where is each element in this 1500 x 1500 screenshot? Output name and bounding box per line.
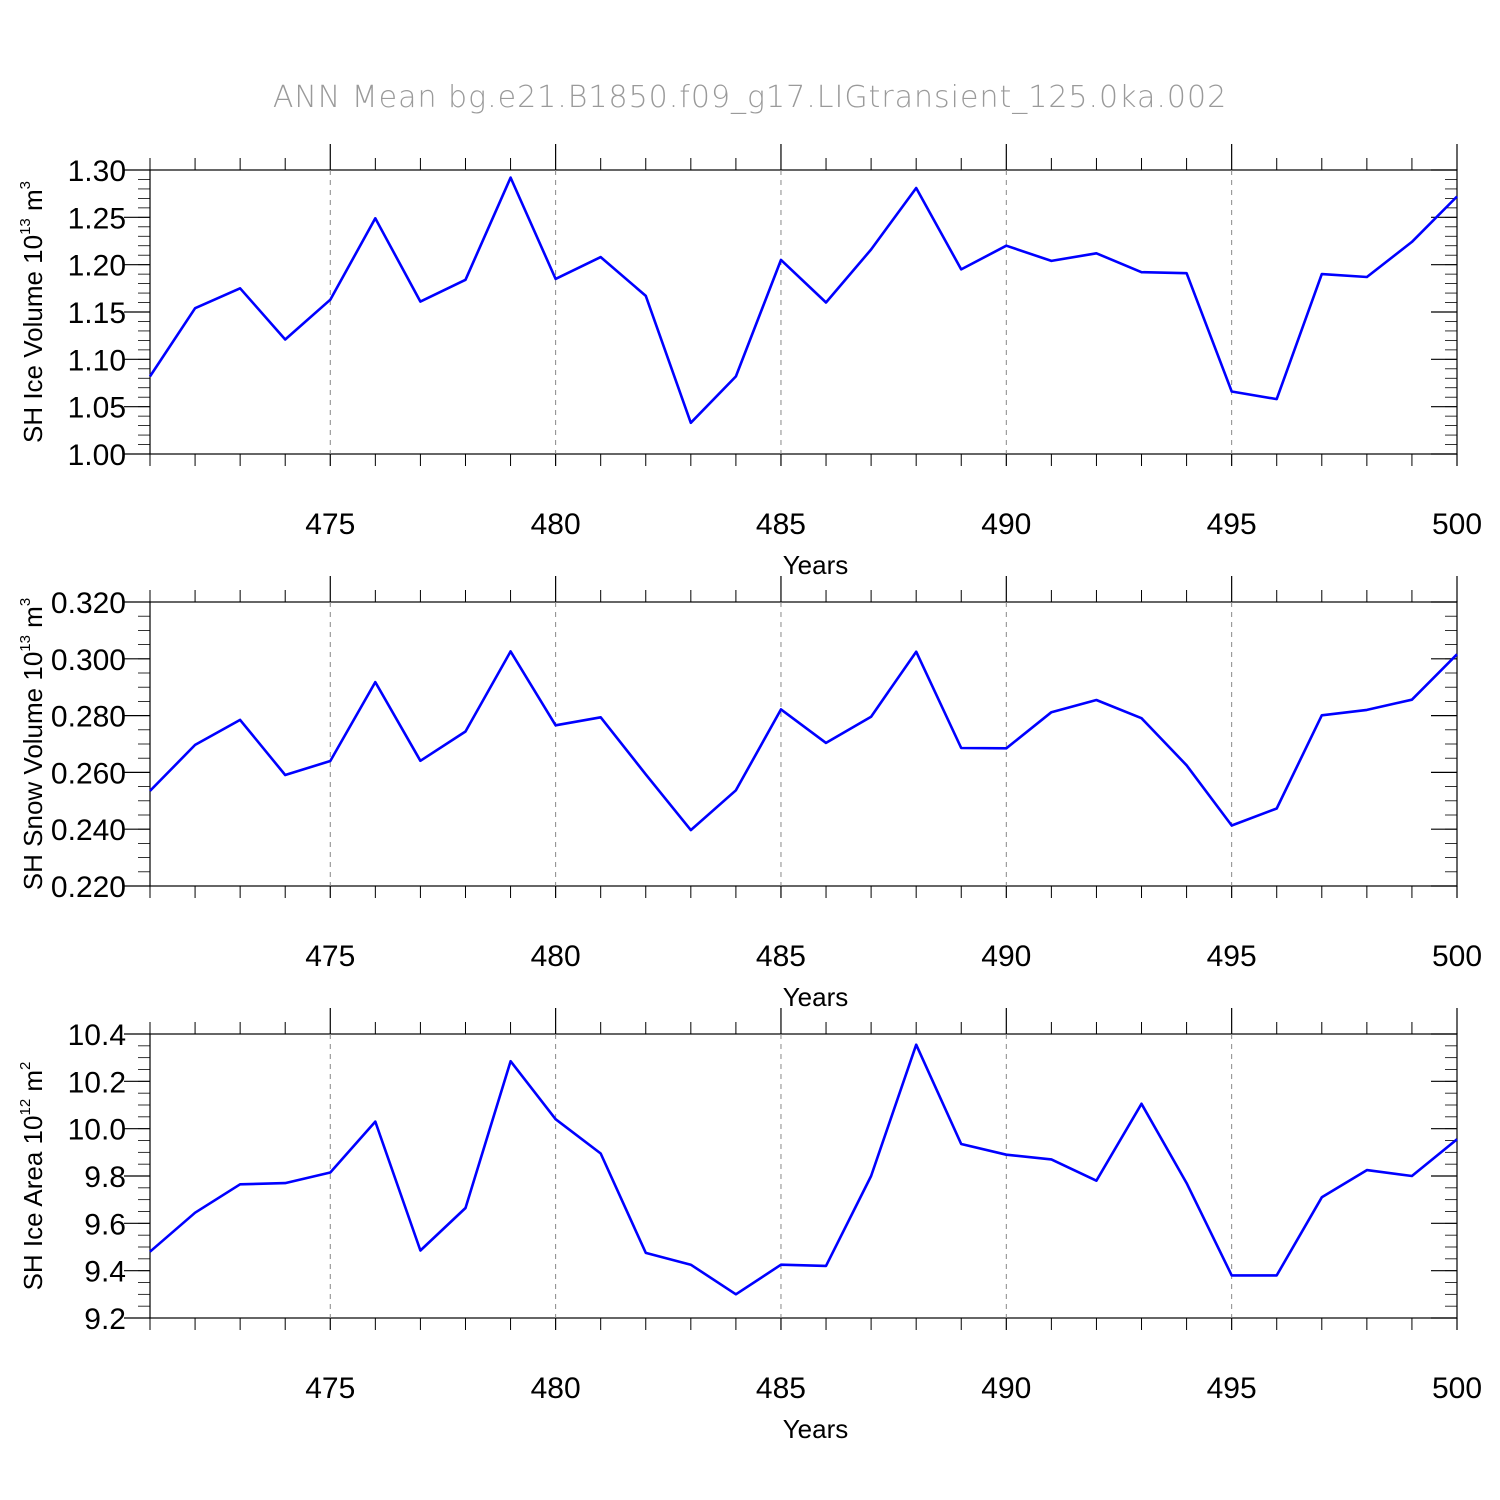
plot-frame <box>149 169 1458 455</box>
panel-1: 475 480 485 490 495 500 1.00 1.05 1.10 1.15 1.20 1.… <box>17 144 1482 580</box>
x-tick-label: 475 <box>305 1372 355 1405</box>
y-tick-label: 9.6 <box>84 1208 126 1241</box>
y-tick-label: 10.4 <box>68 1019 126 1052</box>
y-tick-label: 10.0 <box>68 1114 126 1147</box>
x-tick-label: 490 <box>981 1372 1031 1405</box>
x-axis-label: Years <box>783 982 849 1012</box>
panel-3: 475 480 485 490 495 500 9.2 9.4 9.6 9.8 10.0 10.2 10… <box>17 1008 1482 1444</box>
y-tick-label: 1.05 <box>68 392 126 425</box>
y-tick-label: 0.260 <box>51 757 126 790</box>
y-tick-label: 0.220 <box>51 871 126 904</box>
y-tick-label: 1.10 <box>68 344 126 377</box>
y-axis-label: SH Ice Volume 1013 m3 <box>17 181 48 443</box>
y-tick-label: 0.280 <box>51 701 126 734</box>
y-tick-label: 0.240 <box>51 814 126 847</box>
y-axis-label: SH Snow Volume 1013 m3 <box>17 598 48 890</box>
x-tick-label: 490 <box>981 508 1031 541</box>
y-tick-label: 1.25 <box>68 202 126 235</box>
x-tick-label: 480 <box>531 508 581 541</box>
x-tick-label: 475 <box>305 508 355 541</box>
series-line <box>149 1043 1458 1296</box>
y-tick-label: 0.320 <box>51 587 126 620</box>
x-tick-label: 485 <box>756 1372 806 1405</box>
series-line <box>149 650 1458 832</box>
y-tick-label: 10.2 <box>68 1066 126 1099</box>
y-tick-label: 1.15 <box>68 297 126 330</box>
y-tick-label: 9.8 <box>84 1161 126 1194</box>
y-tick-label: 0.300 <box>51 644 126 677</box>
chart-title: ANN Mean bg.e21.B1850.f09_g17.LIGtransie… <box>273 80 1227 115</box>
y-tick-label: 9.2 <box>84 1303 126 1336</box>
plot-frame <box>149 601 1458 887</box>
y-tick-label: 9.4 <box>84 1256 126 1289</box>
x-tick-label: 495 <box>1207 508 1257 541</box>
x-tick-label: 500 <box>1432 940 1482 973</box>
x-tick-label: 480 <box>531 1372 581 1405</box>
x-tick-label: 495 <box>1207 940 1257 973</box>
y-axis-label: SH Ice Area 1012 m2 <box>17 1062 48 1291</box>
x-tick-label: 500 <box>1432 1372 1482 1405</box>
panels: 475 480 485 490 495 500 1.00 1.05 1.10 1.15 1.20 1.… <box>17 144 1482 1444</box>
x-tick-label: 480 <box>531 940 581 973</box>
series-line <box>148 176 1458 425</box>
x-tick-label: 490 <box>981 940 1031 973</box>
x-axis-label: Years <box>783 550 849 580</box>
x-axis-label: Years <box>783 1414 849 1444</box>
panel-2: 475 480 485 490 495 500 0.220 0.240 0.260 0.280 0.… <box>17 576 1482 1012</box>
y-tick-label: 1.00 <box>68 439 126 472</box>
x-tick-label: 475 <box>305 940 355 973</box>
x-tick-label: 500 <box>1432 508 1482 541</box>
y-tick-label: 1.20 <box>68 250 126 283</box>
y-tick-label: 1.30 <box>68 155 126 188</box>
x-tick-label: 485 <box>756 940 806 973</box>
x-tick-label: 485 <box>756 508 806 541</box>
x-tick-label: 495 <box>1207 1372 1257 1405</box>
